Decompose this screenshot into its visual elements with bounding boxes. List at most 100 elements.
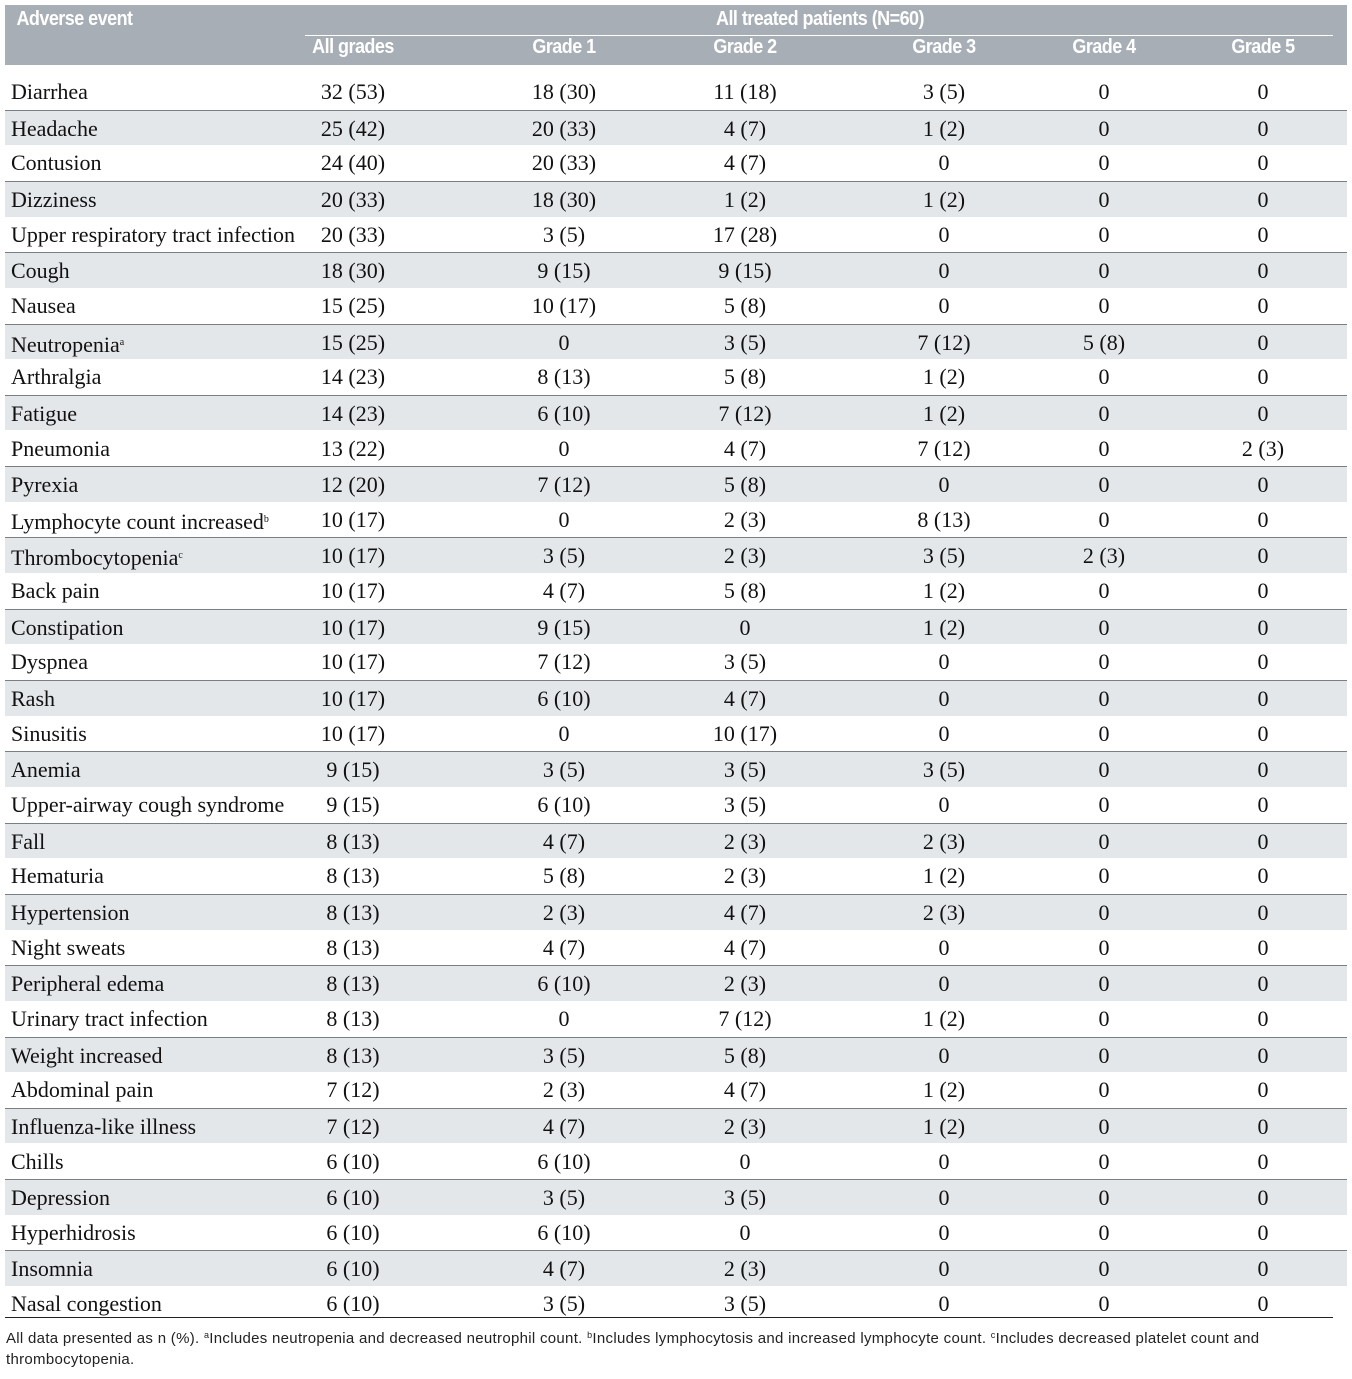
table-cell: 9 (15)	[537, 614, 591, 640]
event-text: Contusion	[11, 150, 102, 176]
event-text: Upper respiratory tract infection	[11, 221, 296, 247]
footnote: All data presented as n (%). aIncludes n…	[6, 1325, 1346, 1370]
table-cell: 6 (10)	[326, 1219, 380, 1245]
table-cell: 9 (15)	[326, 792, 380, 817]
table-cell: 6 (10)	[326, 1148, 380, 1174]
event-name: Abdominal pain	[11, 1072, 153, 1107]
event-name: Sinusitis	[11, 716, 87, 751]
table-row: Dizziness 20 (33) 18 (30) 1 (2) 1 (2) 0 0	[5, 180, 1347, 217]
table-cell: 1 (2)	[922, 578, 966, 604]
event-name: Insomnia	[11, 1251, 93, 1286]
table-cell: 1 (2)	[723, 186, 767, 212]
table-cell: 3 (5)	[723, 757, 767, 783]
footnote-text: All data presented as n (%).	[6, 1330, 200, 1347]
event-name: Upper respiratory tract infection	[11, 217, 295, 252]
event-name: Diarrhea	[11, 74, 88, 109]
event-name: Back pain	[11, 573, 100, 608]
table-cell: 1 (2)	[922, 364, 966, 390]
bottom-rule	[5, 1317, 1333, 1318]
event-name: Headache	[11, 111, 98, 146]
header-event: Adverse event	[16, 8, 133, 30]
table-row: Abdominal pain 7 (12) 2 (3) 4 (7) 1 (2) 0 0	[5, 1072, 1347, 1108]
event-text: Hematuria	[11, 863, 104, 889]
event-text: Lymphocyte count increased	[11, 508, 264, 534]
table-cell: 0	[938, 1042, 950, 1068]
event-text: Hypertension	[11, 899, 130, 925]
table-cell: 0	[1098, 150, 1110, 176]
table-cell: 3 (5)	[542, 543, 586, 569]
table-row: Hyperhidrosis 6 (10) 6 (10) 0 0 0 0	[5, 1215, 1347, 1251]
table-cell: 10 (17)	[712, 720, 778, 746]
table-cell: 15 (25)	[320, 292, 386, 318]
table-cell: 0	[1257, 1042, 1269, 1068]
table-cell: 6 (10)	[537, 792, 591, 817]
table-cell: 0	[1098, 792, 1110, 817]
event-text: Dyspnea	[11, 649, 88, 675]
table-cell: 0	[1098, 435, 1110, 461]
event-name: Chills	[11, 1144, 64, 1179]
table-cell: 0	[1257, 1077, 1269, 1103]
table-cell: 0	[1257, 329, 1269, 355]
event-text: Fatigue	[11, 400, 77, 426]
table-cell: 18 (30)	[320, 258, 386, 284]
table-cell: 2 (3)	[922, 899, 966, 925]
table-cell: 2 (3)	[723, 1113, 767, 1139]
table-cell: 5 (8)	[542, 863, 586, 889]
table-cell: 18 (30)	[531, 79, 597, 104]
table-cell: 12 (20)	[320, 472, 386, 498]
event-text: Arthralgia	[11, 364, 102, 390]
column-header: Grade 2	[713, 36, 777, 58]
event-text: Diarrhea	[11, 79, 88, 104]
event-name: Hematuria	[11, 858, 104, 893]
table-row: Headache 25 (42) 20 (33) 4 (7) 1 (2) 0 0	[5, 109, 1347, 146]
table-cell: 0	[1257, 221, 1269, 247]
event-name: Anemia	[11, 752, 81, 787]
table-cell: 0	[938, 221, 950, 247]
table-cell: 0	[1098, 971, 1110, 997]
table-cell: 0	[1257, 150, 1269, 176]
table-cell: 1 (2)	[922, 186, 966, 212]
table-cell: 5 (8)	[723, 578, 767, 604]
column-header: Grade 3	[912, 36, 976, 58]
table-cell: 0	[1257, 1256, 1269, 1282]
table-cell: 6 (10)	[537, 1148, 591, 1174]
table-cell: 0	[1098, 1256, 1110, 1282]
event-name: Constipation	[11, 610, 123, 645]
table-row: Nasal congestion 6 (10) 3 (5) 3 (5) 0 0 0	[5, 1286, 1347, 1322]
table-cell: 6 (10)	[537, 400, 591, 426]
table-cell: 8 (13)	[326, 1042, 380, 1068]
table-cell: 2 (3)	[1082, 543, 1126, 569]
table-cell: 0	[1098, 757, 1110, 783]
table-cell: 4 (7)	[542, 1256, 586, 1282]
event-name: Fatigue	[11, 396, 77, 431]
event-name: Hyperhidrosis	[11, 1215, 136, 1250]
table-cell: 18 (30)	[531, 186, 597, 212]
table-cell: 4 (7)	[723, 686, 767, 712]
table-row: Constipation 10 (17) 9 (15) 0 1 (2) 0 0	[5, 608, 1347, 645]
table-cell: 3 (5)	[723, 1185, 767, 1211]
footnote-mark: b	[263, 513, 269, 525]
table-cell: 0	[1098, 400, 1110, 426]
table-cell: 3 (5)	[922, 543, 966, 569]
table-cell: 0	[1098, 1148, 1110, 1174]
footnote-mark: a	[203, 1330, 210, 1340]
table-cell: 0	[558, 329, 570, 355]
table-row: Night sweats 8 (13) 4 (7) 4 (7) 0 0 0	[5, 930, 1347, 966]
table-cell: 8 (13)	[326, 863, 380, 889]
table-cell: 0	[938, 1291, 950, 1317]
footnote-text: Includes lymphocytosis and increased lym…	[592, 1330, 987, 1347]
event-text: Chills	[11, 1148, 64, 1174]
table-cell: 1 (2)	[922, 863, 966, 889]
event-name: Nausea	[11, 288, 76, 323]
table-cell: 0	[1257, 792, 1269, 817]
table-cell: 9 (15)	[718, 258, 772, 284]
table-cell: 0	[1098, 649, 1110, 675]
table-cell: 0	[1098, 1042, 1110, 1068]
event-text: Rash	[11, 686, 55, 712]
table-cell: 5 (8)	[723, 1042, 767, 1068]
table-cell: 10 (17)	[320, 506, 386, 532]
table-cell: 8 (13)	[326, 934, 380, 960]
table-cell: 24 (40)	[320, 150, 386, 176]
table-cell: 0	[1257, 720, 1269, 746]
